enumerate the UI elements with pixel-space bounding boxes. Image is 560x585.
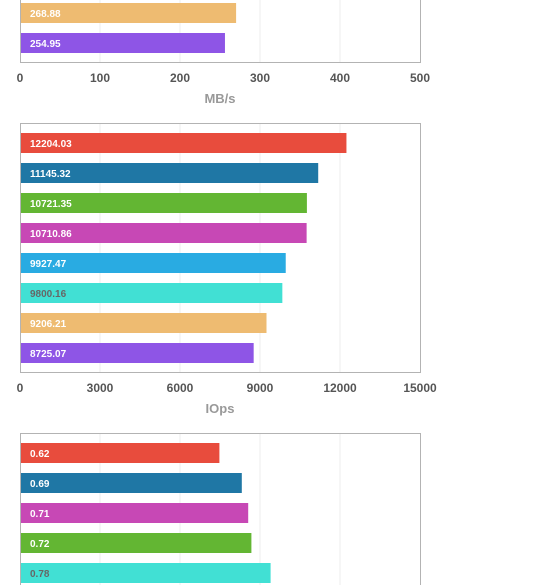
bar [21, 313, 267, 333]
x-tick-label: 3000 [87, 381, 114, 395]
bar-value-label: 0.62 [30, 449, 50, 460]
bar [21, 283, 283, 303]
chart-2: 12204.03 11145.32 10721.35 10710.86 9927.47 9… [17, 123, 437, 416]
bar [21, 193, 307, 213]
x-axis-title: IOps [206, 401, 235, 416]
x-tick-label: 0 [17, 381, 24, 395]
bar-value-label: 0.69 [30, 479, 50, 490]
x-tick-label: 6000 [167, 381, 194, 395]
bar-value-label: 9927.47 [30, 259, 67, 270]
bar-value-label: 9800.16 [30, 289, 67, 300]
bar-value-label: 0.78 [30, 569, 50, 580]
bar [21, 223, 307, 243]
chart-3: 0.62 0.69 0.71 0.72 0.78 [20, 433, 421, 585]
x-tick-label: 15000 [403, 381, 437, 395]
bar [21, 443, 220, 463]
bar-value-label: 0.72 [30, 539, 50, 550]
x-tick-label: 400 [330, 71, 350, 85]
bar [21, 563, 271, 583]
x-tick-label: 12000 [323, 381, 357, 395]
bar [21, 343, 254, 363]
bar [21, 133, 347, 153]
x-tick-label: 200 [170, 71, 190, 85]
bar-value-label: 9206.21 [30, 319, 67, 330]
bar [21, 163, 319, 183]
x-tick-label: 100 [90, 71, 110, 85]
x-tick-label: 9000 [247, 381, 274, 395]
plot-frame [20, 123, 421, 373]
bar-value-label: 10710.86 [30, 229, 72, 240]
bar-value-label: 0.71 [30, 509, 50, 520]
bar [21, 503, 249, 523]
bar [21, 33, 225, 53]
x-axis-title: MB/s [204, 91, 235, 106]
bar [21, 253, 286, 273]
plot-frame [20, 433, 421, 585]
x-tick-label: 300 [250, 71, 270, 85]
plot-frame [20, 0, 421, 63]
bar [21, 473, 242, 493]
bar-value-label: 10721.35 [30, 199, 72, 210]
bar-value-label: 12204.03 [30, 139, 72, 150]
bar [21, 533, 252, 553]
bar-value-label: 268.88 [30, 9, 61, 20]
chart-1: 268.88 254.95 0 100 200 300 400 500 MB/s [17, 0, 430, 106]
x-tick-label: 500 [410, 71, 430, 85]
x-tick-label: 0 [17, 71, 24, 85]
bar-value-label: 11145.32 [30, 169, 71, 180]
bar [21, 3, 237, 23]
bar-value-label: 254.95 [30, 39, 61, 50]
bar-value-label: 8725.07 [30, 349, 67, 360]
